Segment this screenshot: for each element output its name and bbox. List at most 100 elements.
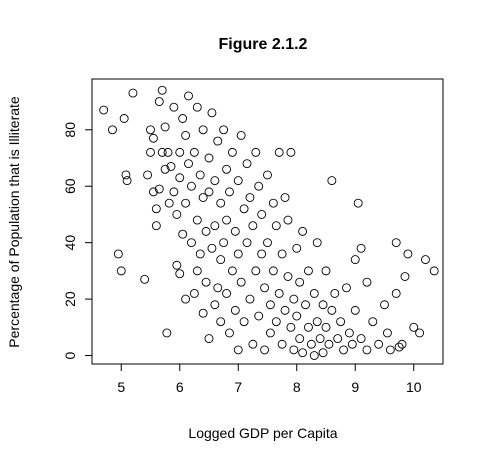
data-point [146, 125, 155, 135]
data-point [321, 266, 331, 276]
data-point [154, 97, 164, 107]
data-point [333, 334, 343, 344]
data-point [321, 322, 331, 332]
data-point [356, 243, 366, 253]
data-point [172, 209, 182, 219]
data-point [186, 181, 196, 191]
y-axis-label: Percentage of Population that is Illiter… [6, 96, 22, 348]
data-point [280, 193, 290, 202]
data-point [192, 102, 202, 112]
data-points [99, 85, 439, 360]
data-point [315, 334, 325, 344]
data-point [304, 266, 313, 276]
plot-frame [91, 78, 444, 365]
data-point [169, 187, 179, 197]
data-point [151, 204, 161, 214]
chart-title: Figure 2.1.2 [219, 36, 308, 53]
data-point [342, 283, 351, 293]
data-point [201, 277, 211, 287]
y-tick-label: 40 [62, 235, 78, 251]
data-point [146, 147, 155, 157]
data-point [225, 187, 234, 197]
data-point [251, 266, 261, 276]
data-point [251, 147, 261, 157]
data-point [230, 226, 240, 236]
data-point [198, 308, 208, 318]
data-point [192, 215, 202, 225]
data-point [116, 266, 126, 276]
data-point [421, 255, 430, 265]
data-point [330, 289, 340, 298]
data-point [181, 130, 191, 140]
data-point [283, 215, 293, 225]
data-point [233, 249, 243, 259]
data-point [350, 255, 360, 265]
data-point [362, 277, 372, 287]
data-point [219, 238, 229, 248]
x-axis: 5 6 7 8 9 10 [117, 364, 422, 395]
data-point [213, 136, 223, 146]
data-point [222, 215, 232, 225]
data-point [260, 283, 270, 293]
data-point [271, 317, 281, 327]
data-point [184, 159, 193, 169]
data-point [192, 266, 202, 276]
data-point [160, 164, 170, 174]
data-point [312, 238, 322, 248]
data-point [121, 170, 131, 180]
y-tick-label: 20 [62, 291, 78, 307]
data-point [382, 328, 392, 338]
data-point [260, 345, 270, 355]
data-point [274, 289, 284, 298]
data-point [312, 317, 322, 327]
data-point [140, 274, 150, 284]
data-point [210, 176, 220, 186]
data-point [213, 283, 223, 293]
data-point [298, 348, 308, 358]
data-point [353, 198, 363, 208]
data-point [289, 294, 299, 304]
data-point [298, 226, 308, 236]
x-tick-label: 9 [351, 379, 359, 395]
data-point [178, 229, 188, 239]
data-point [257, 249, 267, 259]
y-tick-label: 60 [62, 178, 78, 194]
data-point [380, 300, 389, 310]
data-point [148, 187, 158, 197]
data-point [207, 243, 217, 253]
data-point [350, 305, 360, 315]
data-point [344, 328, 354, 338]
data-point [143, 170, 153, 180]
data-point [374, 339, 384, 349]
data-point [164, 198, 174, 208]
data-point [99, 105, 109, 115]
data-point [280, 305, 290, 315]
data-point [429, 266, 439, 276]
data-point [397, 339, 407, 349]
data-point [219, 125, 229, 135]
data-point [263, 170, 272, 180]
data-point [257, 209, 267, 219]
data-point [289, 345, 299, 355]
data-point [286, 147, 296, 157]
data-point [189, 147, 199, 157]
data-point [295, 334, 305, 344]
data-point [204, 334, 214, 344]
data-point [204, 153, 214, 163]
data-point [175, 173, 185, 183]
x-tick-label: 10 [406, 379, 422, 395]
x-tick-label: 8 [293, 379, 301, 395]
data-point [268, 198, 278, 208]
data-point [169, 102, 179, 112]
data-point [119, 114, 129, 123]
data-point [254, 311, 264, 321]
data-point [292, 243, 302, 253]
data-point [327, 305, 337, 315]
data-point [301, 300, 310, 310]
data-point [318, 300, 328, 310]
data-point [236, 277, 246, 287]
data-point [166, 162, 176, 171]
data-point [184, 91, 193, 101]
data-point [245, 193, 255, 202]
data-point [204, 187, 214, 197]
